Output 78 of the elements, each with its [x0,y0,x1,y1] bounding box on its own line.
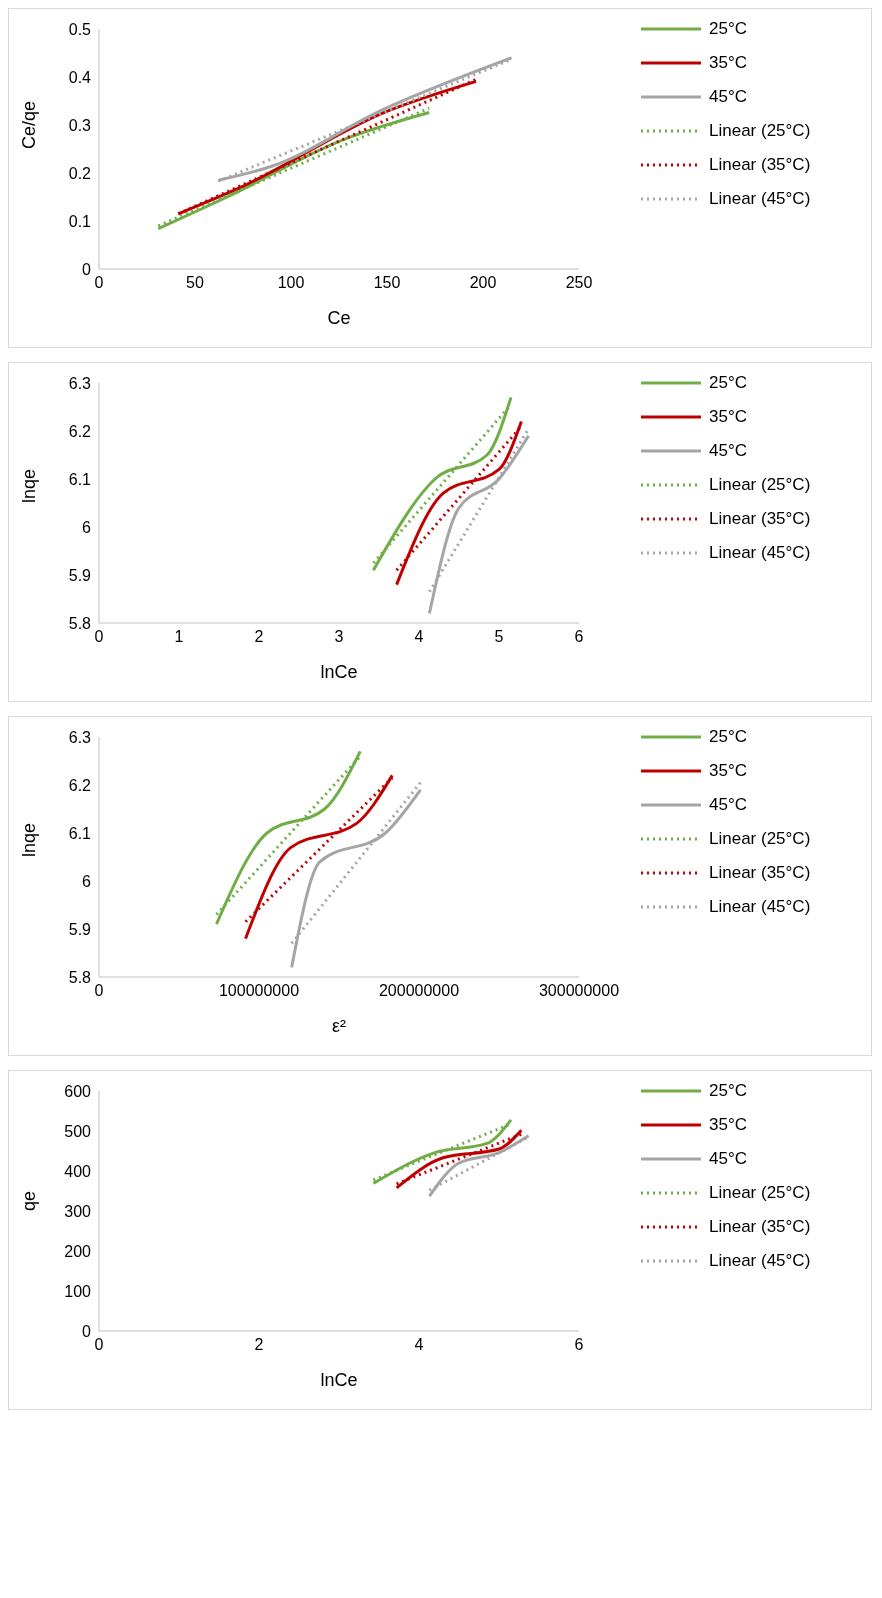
legend-label: Linear (35°C) [709,509,811,529]
x-tick-label: 0 [94,1336,104,1354]
legend-label: 45°C [709,441,747,461]
y-axis-title: lnqe [19,468,40,503]
legend-label: Linear (25°C) [709,1183,811,1203]
legend-label: Linear (45°C) [709,543,811,563]
x-axis-title: Ce [327,308,351,328]
x-tick-label: 6 [574,628,584,646]
legend-label: 25°C [709,373,747,393]
x-tick-label: 0 [94,628,104,646]
x-tick-label: 200 [469,274,497,292]
legend-label: 25°C [709,727,747,747]
x-tick-label: 50 [186,274,204,292]
y-tick-label: 6.3 [68,374,92,392]
legend-label: Linear (35°C) [709,1217,811,1237]
x-tick-label: 4 [414,1336,424,1354]
y-tick-label: 6.3 [68,728,92,746]
legend-label: Linear (35°C) [709,863,811,883]
y-tick-label: 0.2 [68,164,92,182]
y-tick-label: 6 [82,518,92,536]
legend-label: Linear (25°C) [709,475,811,495]
y-tick-label: 0 [82,260,92,278]
x-tick-label: 3 [334,628,344,646]
legend-label: 35°C [709,761,747,781]
x-axis-title: lnCe [320,662,358,682]
x-tick-label: 250 [565,274,593,292]
y-tick-label: 600 [64,1082,92,1100]
y-tick-label: 0.3 [68,116,92,134]
legend-label: 45°C [709,87,747,107]
x-tick-label: 2 [254,1336,264,1354]
legend-label: Linear (25°C) [709,121,811,141]
legend-label: Linear (25°C) [709,829,811,849]
x-tick-label: 200000000 [378,982,460,1000]
y-axis-title: Ce/qe [19,100,40,149]
legend-label: 35°C [709,1115,747,1135]
legend-label: Linear (45°C) [709,189,811,209]
y-tick-label: 6 [82,872,92,890]
y-tick-label: 0.4 [68,68,92,86]
y-tick-label: 0 [82,1322,92,1340]
y-tick-label: 6.2 [68,776,92,794]
legend-label: Linear (35°C) [709,155,811,175]
x-tick-label: 1 [174,628,184,646]
legend-label: 35°C [709,53,747,73]
legend-label: Linear (45°C) [709,1251,811,1271]
legend-label: 25°C [709,1081,747,1101]
y-axis-title: lnqe [19,822,40,857]
y-tick-label: 5.8 [68,614,92,632]
y-tick-label: 0.1 [68,212,92,230]
x-tick-label: 100 [277,274,305,292]
y-tick-label: 5.8 [68,968,92,986]
x-tick-label: 0 [94,982,104,1000]
y-axis-title: qe [19,1190,40,1211]
y-tick-label: 400 [64,1162,92,1180]
y-tick-label: 6.1 [68,470,92,488]
y-tick-label: 500 [64,1122,92,1140]
y-tick-label: 5.9 [68,920,92,938]
y-tick-label: 100 [64,1282,92,1300]
legend-label: Linear (45°C) [709,897,811,917]
x-tick-label: 6 [574,1336,584,1354]
x-tick-label: 150 [373,274,401,292]
y-tick-label: 5.9 [68,566,92,584]
x-tick-label: 300000000 [538,982,620,1000]
legend-label: 25°C [709,19,747,39]
y-tick-label: 0.5 [68,20,92,38]
x-axis-title: lnCe [320,1370,358,1390]
y-tick-label: 200 [64,1242,92,1260]
legend-label: 45°C [709,795,747,815]
x-tick-label: 5 [494,628,504,646]
x-tick-label: 100000000 [218,982,300,1000]
y-tick-label: 300 [64,1202,92,1220]
legend-label: 35°C [709,407,747,427]
x-axis-title: ε² [331,1016,347,1036]
x-tick-label: 2 [254,628,264,646]
x-tick-label: 4 [414,628,424,646]
y-tick-label: 6.1 [68,824,92,842]
x-tick-label: 0 [94,274,104,292]
y-tick-label: 6.2 [68,422,92,440]
legend-label: 45°C [709,1149,747,1169]
